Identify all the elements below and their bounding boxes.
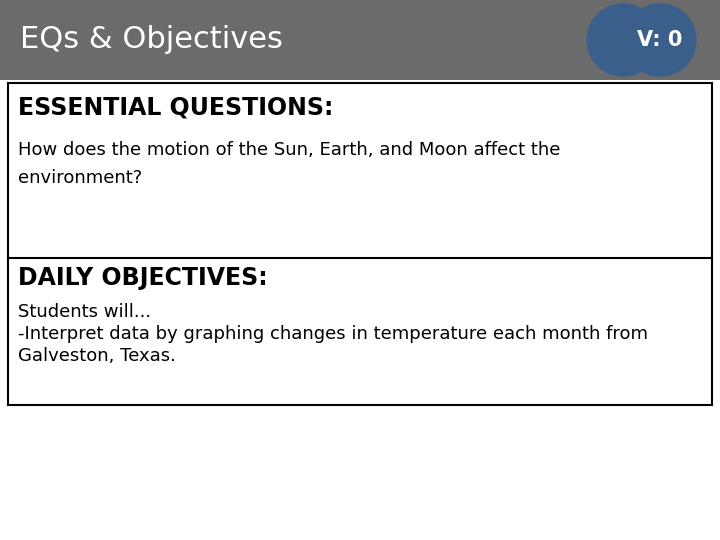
Text: How does the motion of the Sun, Earth, and Moon affect the
environment?: How does the motion of the Sun, Earth, a… <box>18 141 560 187</box>
Text: DAILY OBJECTIVES:: DAILY OBJECTIVES: <box>18 267 268 291</box>
Text: -Interpret data by graphing changes in temperature each month from: -Interpret data by graphing changes in t… <box>18 326 648 343</box>
Text: ESSENTIAL QUESTIONS:: ESSENTIAL QUESTIONS: <box>18 95 333 119</box>
Circle shape <box>624 4 696 76</box>
Text: Galveston, Texas.: Galveston, Texas. <box>18 348 176 366</box>
Circle shape <box>587 4 659 76</box>
Bar <box>8 83 712 405</box>
Text: Students will...: Students will... <box>18 303 151 321</box>
Bar <box>0 0 720 80</box>
Text: V: 0: V: 0 <box>637 30 683 50</box>
Text: EQs & Objectives: EQs & Objectives <box>20 25 283 55</box>
